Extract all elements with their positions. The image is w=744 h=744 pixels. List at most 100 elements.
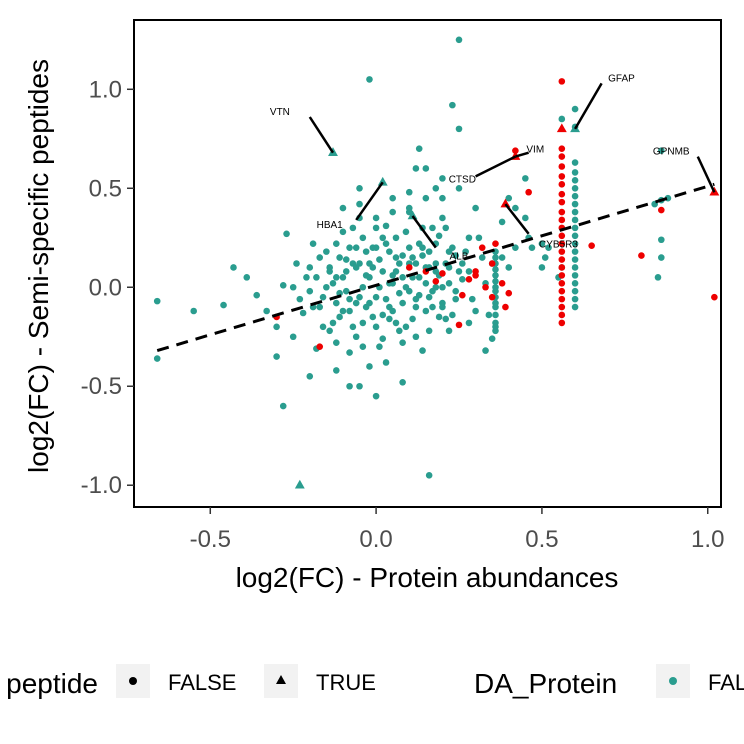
data-point	[439, 215, 446, 222]
data-point	[290, 284, 297, 291]
data-point	[559, 288, 566, 295]
data-point	[373, 324, 380, 331]
data-point	[330, 280, 337, 287]
data-point	[436, 232, 443, 239]
data-point	[505, 290, 512, 297]
data-point	[346, 308, 353, 315]
data-point	[559, 181, 566, 188]
data-point	[360, 343, 367, 350]
data-point	[366, 300, 373, 307]
data-point	[479, 254, 486, 261]
data-point	[429, 304, 436, 311]
data-point	[442, 316, 449, 323]
data-point	[316, 304, 323, 311]
data-point	[439, 284, 446, 291]
data-point	[393, 234, 400, 241]
data-point	[306, 288, 313, 295]
data-point	[313, 274, 320, 281]
data-point	[383, 240, 390, 247]
data-point	[154, 355, 161, 362]
data-point	[559, 163, 566, 170]
data-point	[413, 296, 420, 303]
data-point	[559, 217, 566, 224]
data-point	[492, 272, 499, 279]
data-point	[492, 320, 499, 327]
y-tick-label: 0.0	[89, 274, 122, 301]
data-point	[320, 324, 327, 331]
data-point	[399, 252, 406, 259]
data-point	[333, 300, 340, 307]
data-point	[356, 201, 363, 208]
data-point	[572, 193, 579, 200]
y-tick-label: -0.5	[81, 373, 122, 400]
data-point	[472, 272, 479, 279]
data-point	[360, 284, 367, 291]
data-point	[389, 209, 396, 216]
data-point	[413, 260, 420, 267]
data-point	[399, 379, 406, 386]
data-point	[502, 304, 509, 311]
data-point	[559, 272, 566, 279]
data-point	[456, 36, 463, 43]
data-point	[572, 209, 579, 216]
annotation-label: GFAP	[608, 73, 635, 84]
data-point	[346, 244, 353, 251]
data-point	[572, 288, 579, 295]
data-point	[399, 339, 406, 346]
data-point	[572, 280, 579, 287]
data-point	[482, 284, 489, 291]
data-point	[429, 225, 436, 232]
data-point	[346, 383, 353, 390]
data-point	[492, 266, 499, 273]
legend: peptide FALSE TRUE DA_Protein FAL	[6, 664, 744, 699]
data-point	[346, 296, 353, 303]
data-point	[403, 324, 410, 331]
data-point	[356, 185, 363, 192]
data-point	[280, 403, 287, 410]
y-tick-label: 0.5	[89, 175, 122, 202]
annotation-label: CTSD	[449, 174, 476, 185]
data-point	[323, 284, 330, 291]
data-point	[333, 240, 340, 247]
data-point	[366, 363, 373, 370]
data-point	[273, 324, 280, 331]
data-point	[442, 225, 449, 232]
data-point	[393, 320, 400, 327]
data-point	[373, 215, 380, 222]
x-tick-label: 0.5	[525, 526, 558, 553]
legend-label-false: FALSE	[168, 670, 236, 695]
data-point	[376, 343, 383, 350]
data-point	[525, 189, 532, 196]
data-point	[499, 219, 506, 226]
legend-teal-circle-icon	[669, 677, 677, 685]
data-point	[658, 207, 665, 214]
data-point	[316, 343, 323, 350]
data-point	[366, 260, 373, 267]
data-point	[413, 165, 420, 172]
y-axis-title: log2(FC) - Semi-specific peptides	[23, 59, 54, 473]
data-point	[154, 298, 161, 305]
data-point	[492, 328, 499, 335]
data-point	[253, 292, 260, 299]
data-point	[379, 234, 386, 241]
data-point	[356, 383, 363, 390]
data-point	[419, 347, 426, 354]
data-point	[406, 189, 413, 196]
annotation-label: GPNMB	[653, 147, 690, 158]
data-point	[379, 335, 386, 342]
data-point	[492, 304, 499, 311]
data-point	[489, 294, 496, 301]
data-point	[386, 304, 393, 311]
data-point	[572, 169, 579, 176]
data-point	[456, 126, 463, 133]
data-point	[486, 312, 493, 319]
data-point	[419, 244, 426, 251]
data-point	[559, 312, 566, 319]
data-point	[572, 201, 579, 208]
data-point	[373, 244, 380, 251]
data-point	[403, 284, 410, 291]
data-point	[476, 234, 483, 241]
panel-background	[134, 20, 721, 507]
data-point	[559, 153, 566, 160]
data-point	[326, 328, 333, 335]
